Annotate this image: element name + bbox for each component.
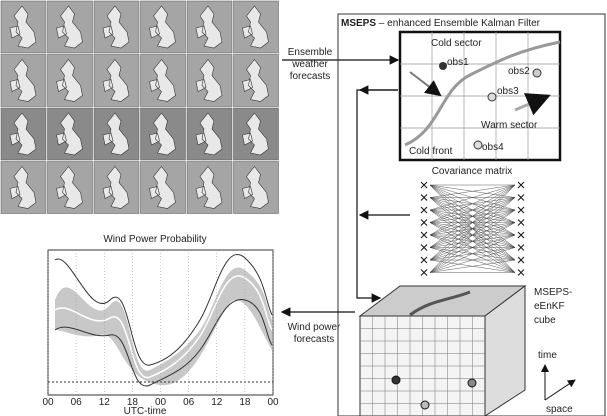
title-bold: MSEPS xyxy=(341,18,376,29)
caption-line: forecasts xyxy=(290,71,331,82)
obs-label: obs1 xyxy=(447,57,469,68)
node xyxy=(518,195,524,201)
node xyxy=(421,195,427,201)
cube xyxy=(360,286,525,416)
covariance-title: Covariance matrix xyxy=(432,166,513,177)
cube-label: MSEPS- xyxy=(534,287,572,298)
ensemble-caption: Ensemble weather forecasts xyxy=(288,47,333,82)
x-tick-label: 12 xyxy=(211,397,223,408)
label: Warm sector xyxy=(481,120,538,131)
node xyxy=(421,270,427,276)
title-rest: – enhanced Ensemble Kalman Filter xyxy=(376,18,541,29)
x-tick-label: 12 xyxy=(99,397,111,408)
label: space xyxy=(546,404,573,415)
node xyxy=(518,232,524,238)
node xyxy=(421,232,427,238)
label: Cold sector xyxy=(431,38,482,49)
caption-line: Ensemble xyxy=(288,47,333,58)
ensemble-maps xyxy=(1,1,279,214)
arrow xyxy=(357,90,398,298)
node xyxy=(518,182,524,188)
x-tick-label: 00 xyxy=(267,397,279,408)
x-tick-label: 18 xyxy=(239,397,251,408)
caption-line: weather xyxy=(291,59,328,70)
cube-label: cube xyxy=(534,315,556,326)
obs xyxy=(421,401,429,409)
node xyxy=(518,257,524,263)
node xyxy=(421,245,427,251)
label: time xyxy=(538,350,557,361)
x-tick-label: 00 xyxy=(42,397,54,408)
axes-icon: time space xyxy=(538,350,575,415)
obs xyxy=(392,376,400,384)
filter-title: MSEPS – enhanced Ensemble Kalman Filter xyxy=(341,18,541,29)
node xyxy=(421,207,427,213)
covariance-graph xyxy=(421,182,524,276)
x-tick-label: 06 xyxy=(71,397,83,408)
kalman-box: Cold sector Warm sector Cold front obs1 … xyxy=(400,32,560,160)
diagram: Ensemble weather forecasts MSEPS – enhan… xyxy=(0,0,607,416)
obs-label: obs4 xyxy=(482,142,504,153)
node xyxy=(518,270,524,276)
chart-title: Wind Power Probability xyxy=(103,234,206,245)
node xyxy=(518,220,524,226)
node xyxy=(518,245,524,251)
output-caption: forecasts xyxy=(294,334,335,345)
obs-label: obs2 xyxy=(508,66,530,77)
node xyxy=(421,257,427,263)
node xyxy=(421,220,427,226)
node xyxy=(421,182,427,188)
label: Cold front xyxy=(409,146,453,157)
output-caption: Wind power xyxy=(288,322,341,333)
cube-label: eEnKF xyxy=(534,301,565,312)
node xyxy=(518,207,524,213)
x-axis-label: UTC-time xyxy=(124,406,167,416)
obs-label: obs3 xyxy=(497,86,519,97)
x-tick-label: 06 xyxy=(183,397,195,408)
obs xyxy=(468,379,476,387)
